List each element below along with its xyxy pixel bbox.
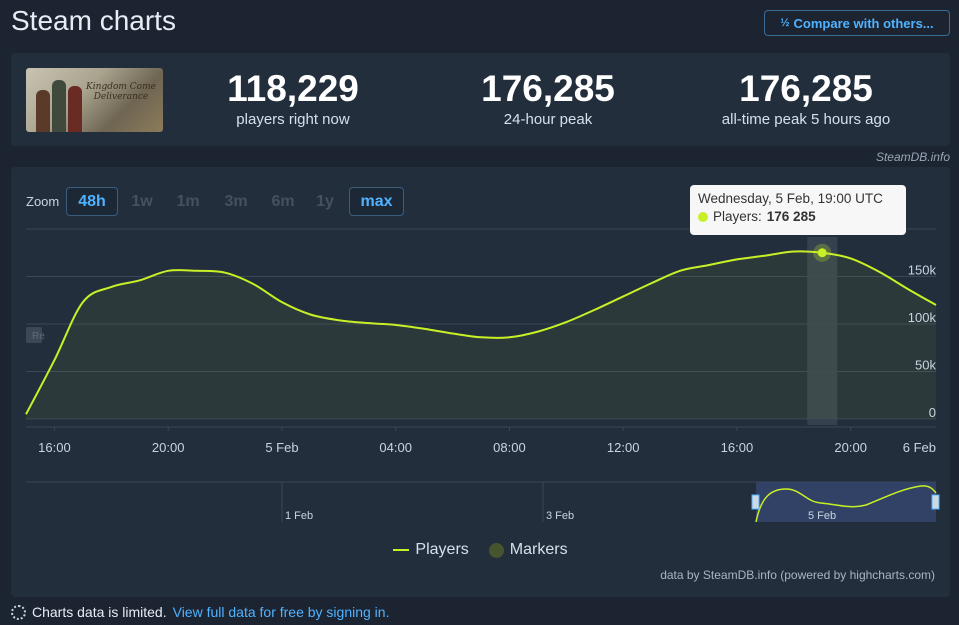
navigator-handle-right[interactable]: [931, 494, 940, 510]
x-tick-label: 16:00: [38, 440, 71, 455]
zoom-label: Zoom: [26, 194, 60, 209]
chart-legend: Players Markers: [11, 541, 950, 559]
stat-label: all-time peak 5 hours ago: [721, 111, 891, 128]
legend-item-players[interactable]: Players: [393, 541, 469, 559]
game-logo: Kingdom Come Deliverance: [86, 82, 156, 102]
limit-notice: Charts data is limited. View full data f…: [11, 604, 389, 620]
x-tick-label: 08:00: [493, 440, 526, 455]
zoom-1y-button[interactable]: 1y: [316, 192, 334, 210]
tooltip-series: Players:: [713, 209, 762, 224]
zoom-6m-button[interactable]: 6m: [271, 192, 295, 210]
zoom-max-button[interactable]: max: [349, 187, 404, 216]
zoom-1w-button[interactable]: 1w: [131, 192, 153, 210]
page-title: Steam charts: [11, 5, 176, 36]
highlighted-point: [817, 248, 827, 258]
marker-badge[interactable]: [26, 327, 42, 343]
x-tick-label: 5 Feb: [265, 440, 298, 455]
tooltip-value: 176 285: [766, 209, 816, 224]
chart-tooltip: Wednesday, 5 Feb, 19:00 UTC Players: 176…: [690, 185, 906, 235]
line-swatch-icon: [393, 549, 410, 551]
highcharts-credit[interactable]: data by SteamDB.info (powered by highcha…: [660, 568, 935, 582]
navigator-label: 1 Feb: [285, 510, 313, 522]
stat-value: 118,229: [227, 68, 359, 109]
stat-all-time-peak: 176,285 all-time peak 5 hours ago: [696, 68, 916, 129]
tooltip-date: Wednesday, 5 Feb, 19:00 UTC: [698, 191, 883, 206]
stat-label: 24-hour peak: [503, 111, 593, 128]
stat-value: 176,285: [739, 68, 873, 109]
compare-label: Compare with others...: [793, 15, 934, 31]
chart-panel: Zoom 48h 1w 1m 3m 6m 1y max 0 50k 100k 150k…: [11, 167, 950, 597]
zoom-3m-button[interactable]: 3m: [224, 192, 248, 210]
players-chart[interactable]: 0 50k 100k 150k 16:00 20:00 5 Feb 04:00 08:00 12…: [11, 167, 950, 597]
legend-item-markers[interactable]: Markers: [488, 541, 568, 559]
players-line: [25, 250, 937, 415]
x-tick-label: 20:00: [152, 440, 185, 455]
navigator-line: [755, 485, 937, 523]
dot-swatch-icon: [488, 542, 504, 558]
x-tick-label: 04:00: [379, 440, 412, 455]
stat-24h-peak: 176,285 24-hour peak: [438, 68, 658, 129]
y-tick-label: 50k: [915, 358, 936, 373]
zoom-1m-button[interactable]: 1m: [176, 192, 200, 210]
legend-label: Markers: [509, 541, 568, 558]
stats-panel: Kingdom Come Deliverance 118,229 players…: [11, 53, 950, 146]
legend-label: Players: [415, 541, 469, 558]
navigator[interactable]: 1 Feb 3 Feb 5 Feb: [26, 481, 940, 523]
y-tick-label: 0: [929, 405, 936, 420]
stat-value: 176,285: [481, 68, 615, 109]
navigator-label: 5 Feb: [808, 510, 836, 522]
game-thumbnail[interactable]: Kingdom Come Deliverance: [26, 68, 163, 132]
dotted-circle-icon: [11, 604, 26, 620]
fraction-icon: ½: [780, 17, 790, 29]
hover-highlight-band: [807, 237, 838, 425]
players-area: [26, 251, 936, 419]
navigator-label: 3 Feb: [546, 510, 574, 522]
x-tick-label: 16:00: [721, 440, 754, 455]
steamdb-credit[interactable]: SteamDB.info: [875, 150, 950, 164]
stat-current: 118,229 players right now: [183, 68, 403, 129]
limit-text: Charts data is limited.: [32, 604, 167, 620]
y-tick-label: 150k: [908, 263, 937, 278]
x-tick-label: 6 Feb: [903, 440, 936, 455]
tooltip-row: Players: 176 285: [698, 209, 898, 224]
sign-in-link[interactable]: View full data for free by signing in.: [172, 604, 390, 620]
y-tick-label: 100k: [908, 310, 937, 325]
marker-label: Re: [32, 331, 45, 342]
stat-label: players right now: [236, 111, 350, 128]
x-tick-label: 12:00: [607, 440, 640, 455]
navigator-handle-left[interactable]: [751, 494, 760, 510]
zoom-48h-button[interactable]: 48h: [66, 187, 118, 216]
compare-button[interactable]: ½ Compare with others...: [764, 10, 950, 36]
x-tick-label: 20:00: [834, 440, 867, 455]
series-dot-icon: [698, 211, 708, 222]
